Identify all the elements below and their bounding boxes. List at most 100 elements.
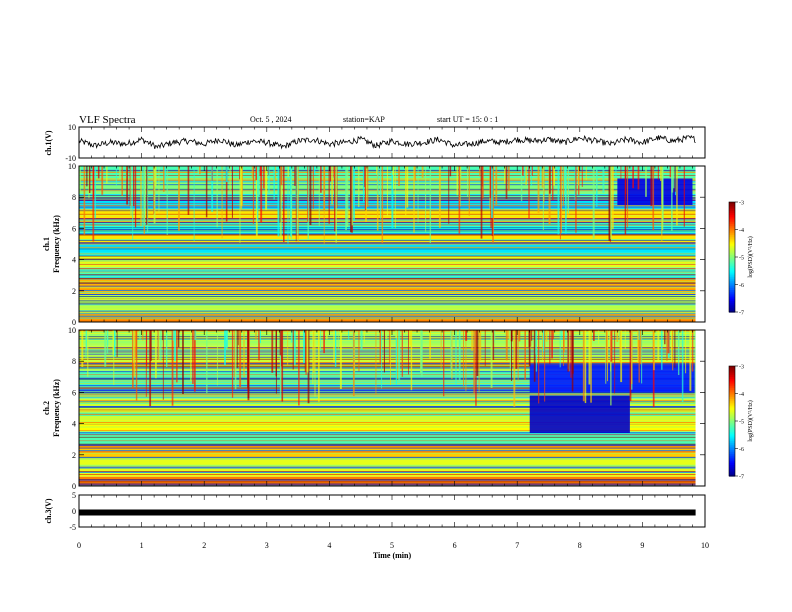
colorbar-tick-label: -3 (739, 365, 744, 371)
colorbar-segment (729, 408, 735, 411)
colorbar-segment (729, 262, 735, 265)
colorbar-segment (729, 432, 735, 435)
colorbar-tick-label: -5 (739, 420, 744, 426)
colorbar-segment (729, 295, 735, 298)
colorbar-segment (729, 400, 735, 404)
spectrogram-band (79, 267, 696, 279)
waveform-ylabel: ch.1(V) (44, 130, 53, 155)
time-axis: 0 1 2 3 4 5 6 7 8 9 10 Time (min) (77, 541, 709, 560)
colorbar-segment (729, 474, 735, 477)
colorbar-segment (729, 299, 735, 302)
colorbar-segment (729, 448, 735, 451)
colorbar-tick-label: -3 (739, 201, 744, 207)
colorbar-segment (729, 258, 735, 262)
colorbar-segment (729, 214, 735, 218)
colorbar-segment (729, 246, 735, 249)
colorbar-segment (729, 308, 735, 311)
colorbar-label: log(PSD)(V²/Hz) (747, 236, 754, 277)
colorbar-segment (729, 253, 735, 256)
waveform-series-line (78, 134, 696, 150)
spectrogram-ytick-label: 10 (68, 162, 76, 171)
colorbar-segment (729, 233, 735, 236)
colorbar-tick-label: -4 (739, 228, 744, 234)
spectrogram-ytick-label: 6 (72, 224, 76, 233)
colorbar-segment (729, 441, 735, 444)
colorbar-segment (729, 225, 735, 229)
colorbar-segment (729, 384, 735, 387)
colorbar-segment (729, 284, 735, 287)
colorbar-segment (729, 388, 735, 391)
ch3-panel: 5 0 -5 (69, 491, 706, 532)
colorbar-segment (729, 290, 735, 293)
colorbar-segment (729, 213, 735, 216)
colorbar-segment (729, 386, 735, 389)
time-axis-label: Time (min) (373, 551, 412, 560)
ch1-ylabel: Frequency (kHz) (52, 215, 61, 273)
colorbar-segment (729, 220, 735, 223)
colorbar-segment (729, 291, 735, 295)
spectrogram-band (79, 431, 696, 446)
colorbar-segment (729, 439, 735, 442)
colorbar-segment (729, 472, 735, 475)
colorbar-segment (729, 288, 735, 291)
spectrogram-ytick-label: 8 (72, 193, 76, 202)
time-tick-label: 5 (390, 541, 394, 550)
colorbar-segment (729, 297, 735, 300)
colorbar-label: log(PSD)(V²/Hz) (747, 400, 754, 441)
spectrogram-band (79, 256, 696, 268)
colorbar-segment (729, 244, 735, 247)
spectrogram-band (79, 420, 696, 432)
spectrogram-ytick-label: 2 (72, 287, 76, 296)
time-tick-label: 9 (640, 541, 644, 550)
colorbar-segment (729, 443, 735, 446)
colorbar-segment (729, 417, 735, 420)
spectrogram-ytick-label: 10 (68, 326, 76, 335)
colorbar-segment (729, 402, 735, 406)
colorbar-segment (729, 463, 735, 466)
ch3-ytick-label: 0 (72, 507, 76, 516)
colorbar-segment (729, 421, 735, 424)
colorbar-segment (729, 211, 735, 214)
spectrogram-empty (695, 166, 705, 322)
colorbar-segment (729, 452, 735, 455)
colorbar-segment (729, 286, 735, 289)
colorbar-segment (729, 395, 735, 398)
time-tick-label: 10 (701, 541, 709, 550)
ch3-ylabel: ch.3(V) (44, 498, 53, 523)
station-label: station=KAP (343, 115, 385, 124)
spectrogram-quiet-region (529, 364, 696, 393)
colorbar-segment (729, 380, 735, 384)
colorbar-segment (729, 227, 735, 231)
colorbar-segment (729, 249, 735, 253)
time-tick-label: 0 (77, 541, 81, 550)
colorbar-segment (729, 264, 735, 267)
ch2-colorbar: -3 -4 -5 -6 -7 log(PSD)(V²/Hz) (728, 365, 754, 481)
colorbar-segment (729, 377, 735, 380)
colorbar-segment (729, 426, 735, 429)
colorbar-segment (729, 293, 735, 297)
colorbar-segment (729, 415, 735, 418)
time-tick-label: 7 (515, 541, 519, 550)
colorbar-segment (729, 378, 735, 382)
colorbar-segment (729, 437, 735, 440)
colorbar-segment (729, 251, 735, 254)
colorbar-segment (729, 468, 735, 472)
start-time-label: start UT = 15: 0 : 1 (437, 115, 498, 124)
colorbar-segment (729, 459, 735, 462)
colorbar-segment (729, 235, 735, 238)
spectrogram-ytick-label: 4 (72, 420, 76, 429)
colorbar-segment (729, 275, 735, 278)
colorbar-segment (729, 366, 735, 369)
colorbar-segment (729, 218, 735, 221)
colorbar-segment (729, 424, 735, 428)
colorbar-tick-label: -6 (739, 447, 744, 453)
colorbar-segment (729, 428, 735, 431)
spectrogram-ytick-label: 8 (72, 357, 76, 366)
waveform-ytick-label: 10 (68, 123, 76, 132)
colorbar-segment (729, 457, 735, 461)
colorbar-segment (729, 260, 735, 264)
colorbar-segment (729, 444, 735, 448)
colorbar-segment (729, 411, 735, 415)
colorbar-segment (729, 455, 735, 459)
